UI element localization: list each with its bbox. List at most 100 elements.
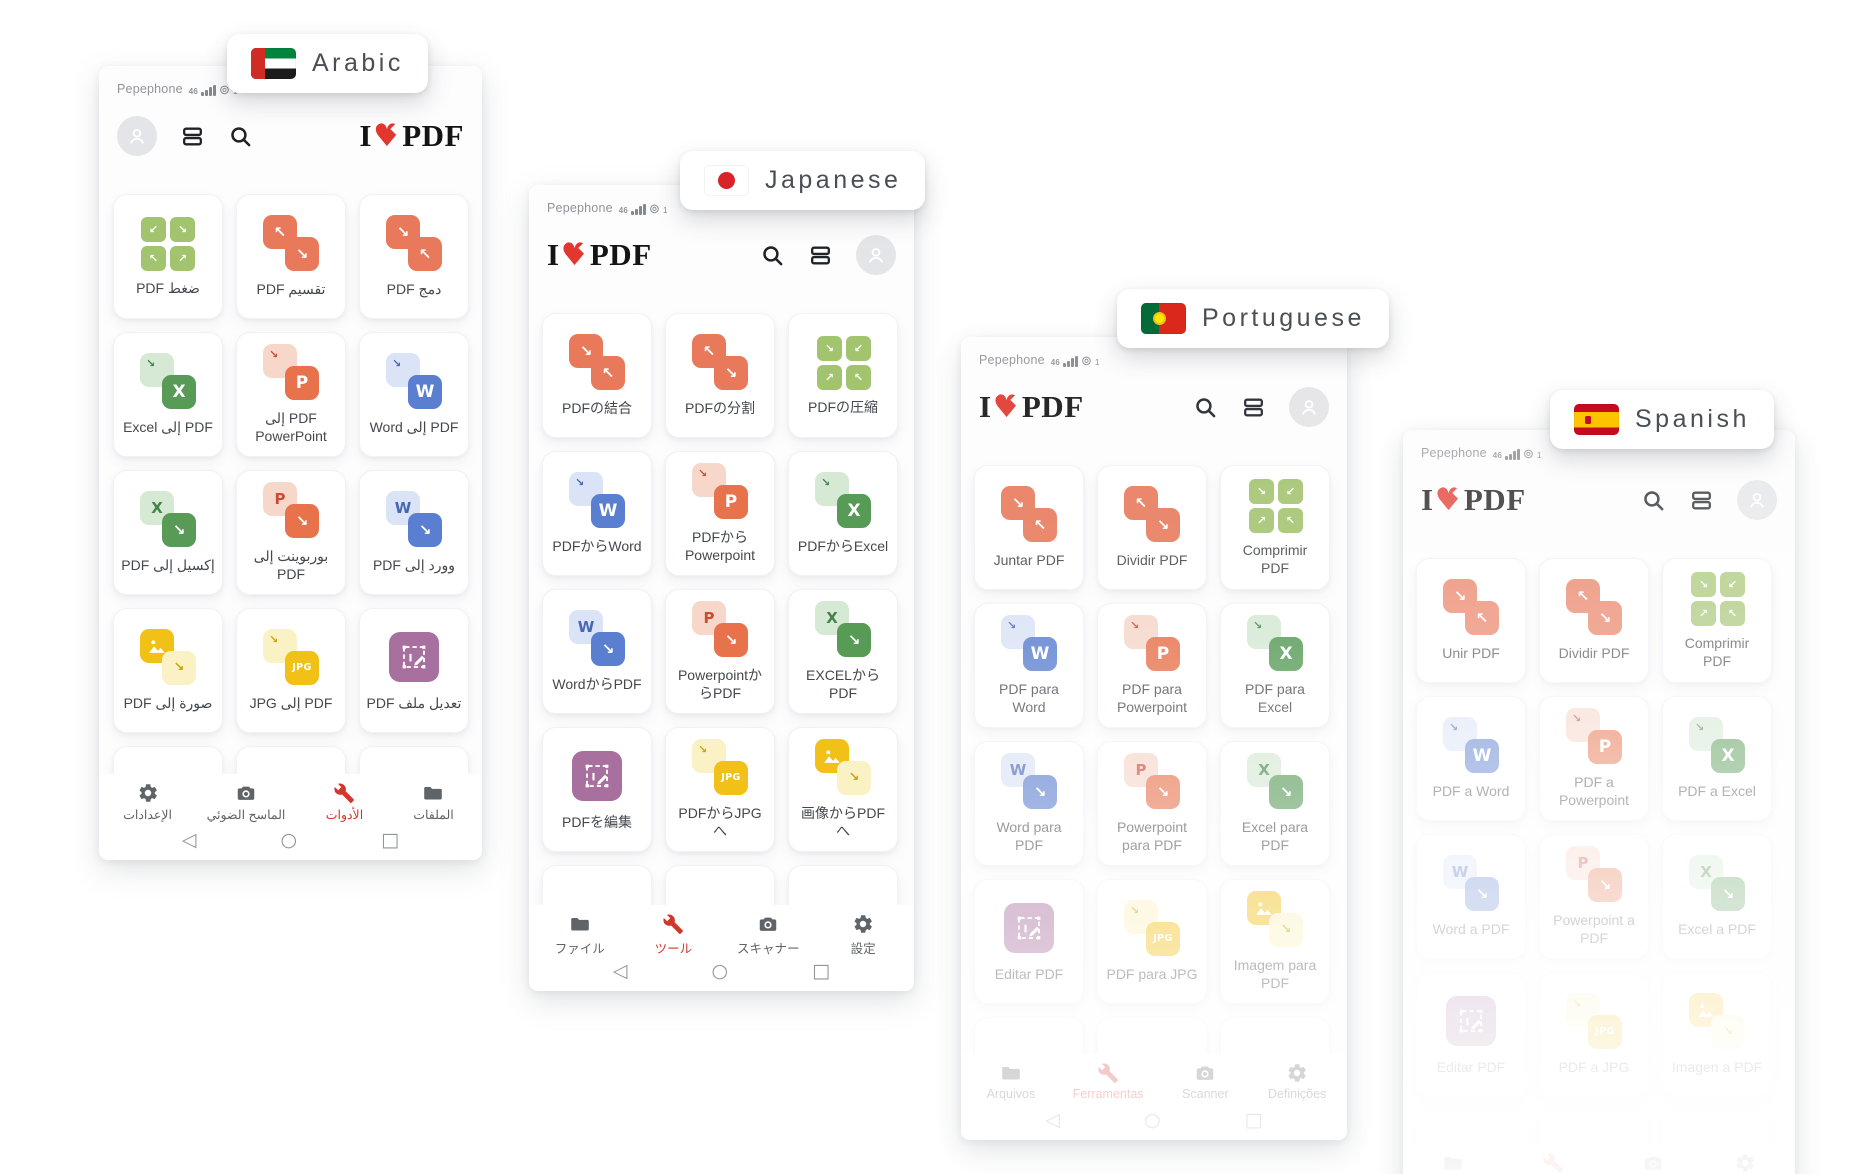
android-back-button[interactable]: ◁ (1045, 1109, 1061, 1131)
card-label: Comprimir PDF (1242, 541, 1308, 576)
nav-wrench[interactable]: الأدوات (314, 782, 374, 822)
card-word-to-pdf[interactable]: W ↘ وورد إلى PDF (359, 470, 469, 595)
card-word-to-pdf[interactable]: W ↘ Word a PDF (1416, 834, 1526, 959)
card-image-to-pdf[interactable]: ↘ 画像からPDFへ (788, 727, 898, 852)
card-word-to-pdf[interactable]: W ↘ Word para PDF (974, 741, 1084, 866)
card-excel-to-pdf[interactable]: X ↘ Excel a PDF (1662, 834, 1772, 959)
avatar[interactable] (856, 235, 896, 275)
card-pdf-to-jpg[interactable]: ↘ JPG PDF a JPG (1539, 972, 1649, 1097)
card-pdf-to-ppt[interactable]: ↘ P PDF a Powerpoint (1539, 696, 1649, 821)
card-pdf-to-excel[interactable]: ↘ X PDF para Excel (1220, 603, 1330, 728)
card-edit[interactable]: تعديل ملف PDF (359, 608, 469, 733)
card-merge[interactable]: ↘ ↖ PDFの結合 (542, 313, 652, 438)
nav-camera[interactable]: Scanner (1175, 1062, 1235, 1101)
folder-icon (1000, 1062, 1022, 1084)
signal-icon: 46 ⊚1 (619, 202, 668, 215)
android-home-button[interactable]: ○ (280, 829, 298, 851)
search-icon[interactable] (760, 243, 785, 268)
card-compress[interactable]: ↘ ↙ ↗ ↖ PDFの圧縮 (788, 313, 898, 438)
card-edit[interactable]: Editar PDF (1416, 972, 1526, 1097)
card-split[interactable]: ↖ ↘ Dividir PDF (1097, 465, 1207, 590)
card-merge[interactable]: ↘ ↖ دمج PDF (359, 194, 469, 319)
card-ppt-to-pdf[interactable]: P ↘ Powerpoint para PDF (1097, 741, 1207, 866)
nav-folder[interactable]: Arquivos (981, 1062, 1041, 1101)
card-ppt-to-pdf[interactable]: P ↘ PowerpointからPDF (665, 589, 775, 714)
avatar[interactable] (117, 116, 157, 156)
card-pdf-to-ppt[interactable]: ↘ P PDF إلى PowerPoint (236, 332, 346, 457)
list-view-icon[interactable] (1241, 395, 1266, 420)
card-edit[interactable]: PDFを編集 (542, 727, 652, 852)
card-split[interactable]: ↖ ↘ تقسيم PDF (236, 194, 346, 319)
card-ppt-to-pdf[interactable]: P ↘ بوربوينت إلى PDF (236, 470, 346, 595)
card-ppt-to-pdf[interactable]: P ↘ Powerpoint a PDF (1539, 834, 1649, 959)
card-pdf-to-excel[interactable]: ↘ X PDF a Excel (1662, 696, 1772, 821)
list-view-icon[interactable] (180, 124, 205, 149)
card-compress[interactable]: ↘ ↙ ↗ ↖ Comprimir PDF (1662, 558, 1772, 683)
card-pdf-to-jpg[interactable]: ↘ JPG PDF إلى JPG (236, 608, 346, 733)
android-nav: ◁ ○ □ (529, 955, 914, 983)
card-image-to-pdf[interactable]: ↘ Imagem para PDF (1220, 879, 1330, 1004)
card-split[interactable]: ↖ ↘ Dividir PDF (1539, 558, 1649, 683)
header-icon-group (1641, 480, 1777, 520)
card-pdf-to-excel[interactable]: ↘ X PDF إلى Excel (113, 332, 223, 457)
card-pdf-to-ppt[interactable]: ↘ P PDF para Powerpoint (1097, 603, 1207, 728)
card-pdf-to-ppt[interactable]: ↘ P PDFからPowerpoint (665, 451, 775, 576)
card-edit[interactable]: Editar PDF (974, 879, 1084, 1004)
android-back-button[interactable]: ◁ (181, 829, 197, 851)
list-view-icon[interactable] (808, 243, 833, 268)
card-compress[interactable]: ↘ ↙ ↗ ↖ Comprimir PDF (1220, 465, 1330, 590)
android-home-button[interactable]: ○ (1144, 1109, 1161, 1131)
gear-icon (137, 782, 159, 804)
card-split[interactable]: ↖ ↘ PDFの分割 (665, 313, 775, 438)
logo-text-post: PDF (589, 237, 652, 272)
card-pdf-to-word[interactable]: ↘ W PDF a Word (1416, 696, 1526, 821)
nav-folder[interactable]: ファイル (550, 913, 610, 957)
nav-gear[interactable]: Definições (1267, 1062, 1327, 1101)
search-icon[interactable] (228, 124, 253, 149)
card-compress[interactable]: ↘ ↙ ↗ ↖ ضغط PDF (113, 194, 223, 319)
camera-icon (1194, 1062, 1216, 1084)
nav-gear[interactable]: الإعدادات (118, 782, 178, 822)
card-word-to-pdf[interactable]: W ↘ WordからPDF (542, 589, 652, 714)
nav-gear[interactable]: 設定 (833, 913, 893, 957)
android-nav: ◁ ○ □ (99, 824, 482, 852)
nav-label: スキャナー (737, 942, 800, 956)
avatar[interactable] (1737, 480, 1777, 520)
nav-camera[interactable]: الماسح الضوئي (207, 782, 285, 822)
card-excel-to-pdf[interactable]: X ↘ إكسيل إلى PDF (113, 470, 223, 595)
card-pdf-to-excel[interactable]: ↘ X PDFからExcel (788, 451, 898, 576)
language-label-text: Spanish (1635, 405, 1750, 433)
android-recents-button[interactable]: □ (1244, 1109, 1263, 1131)
card-image-to-pdf[interactable]: ↘ صورة إلى PDF (113, 608, 223, 733)
card-excel-to-pdf[interactable]: X ↘ Excel para PDF (1220, 741, 1330, 866)
nav-camera[interactable]: スキャナー (737, 913, 800, 957)
android-back-button[interactable]: ◁ (612, 960, 628, 982)
list-view-icon[interactable] (1689, 488, 1714, 513)
android-recents-button[interactable]: □ (812, 960, 831, 982)
card-pdf-to-jpg[interactable]: ↘ JPG PDF para JPG (1097, 879, 1207, 1004)
card-image-to-pdf[interactable]: ↘ Imagen a PDF (1662, 972, 1772, 1097)
nav-gear[interactable]: Ajustes (1715, 1152, 1775, 1174)
card-merge[interactable]: ↘ ↖ Unir PDF (1416, 558, 1526, 683)
card-merge[interactable]: ↘ ↖ Juntar PDF (974, 465, 1084, 590)
android-recents-button[interactable]: □ (381, 829, 400, 851)
carrier-label: Pepephone (547, 201, 613, 215)
search-icon[interactable] (1641, 488, 1666, 513)
nav-folder[interactable]: Archivos (1423, 1152, 1483, 1174)
card-pdf-to-word[interactable]: ↘ W PDF para Word (974, 603, 1084, 728)
avatar[interactable] (1289, 387, 1329, 427)
nav-folder[interactable]: الملفات (403, 782, 463, 822)
ppt-to-pdf-icon: P ↘ (1566, 845, 1622, 902)
android-home-button[interactable]: ○ (711, 960, 729, 982)
card-pdf-to-word[interactable]: ↘ W PDFからWord (542, 451, 652, 576)
card-label: Powerpoint a PDF (1553, 911, 1635, 946)
card-pdf-to-jpg[interactable]: ↘ JPG PDFからJPGへ (665, 727, 775, 852)
card-pdf-to-word[interactable]: ↘ W PDF إلى Word (359, 332, 469, 457)
nav-wrench[interactable]: Herramientas (1515, 1152, 1590, 1174)
card-excel-to-pdf[interactable]: X ↘ EXCELからPDF (788, 589, 898, 714)
search-icon[interactable] (1193, 395, 1218, 420)
nav-wrench[interactable]: ツール (643, 913, 703, 957)
nav-wrench[interactable]: Ferramentas (1073, 1062, 1144, 1101)
card-label: PDFからJPGへ (678, 804, 762, 839)
nav-camera[interactable]: Escáner (1623, 1152, 1683, 1174)
